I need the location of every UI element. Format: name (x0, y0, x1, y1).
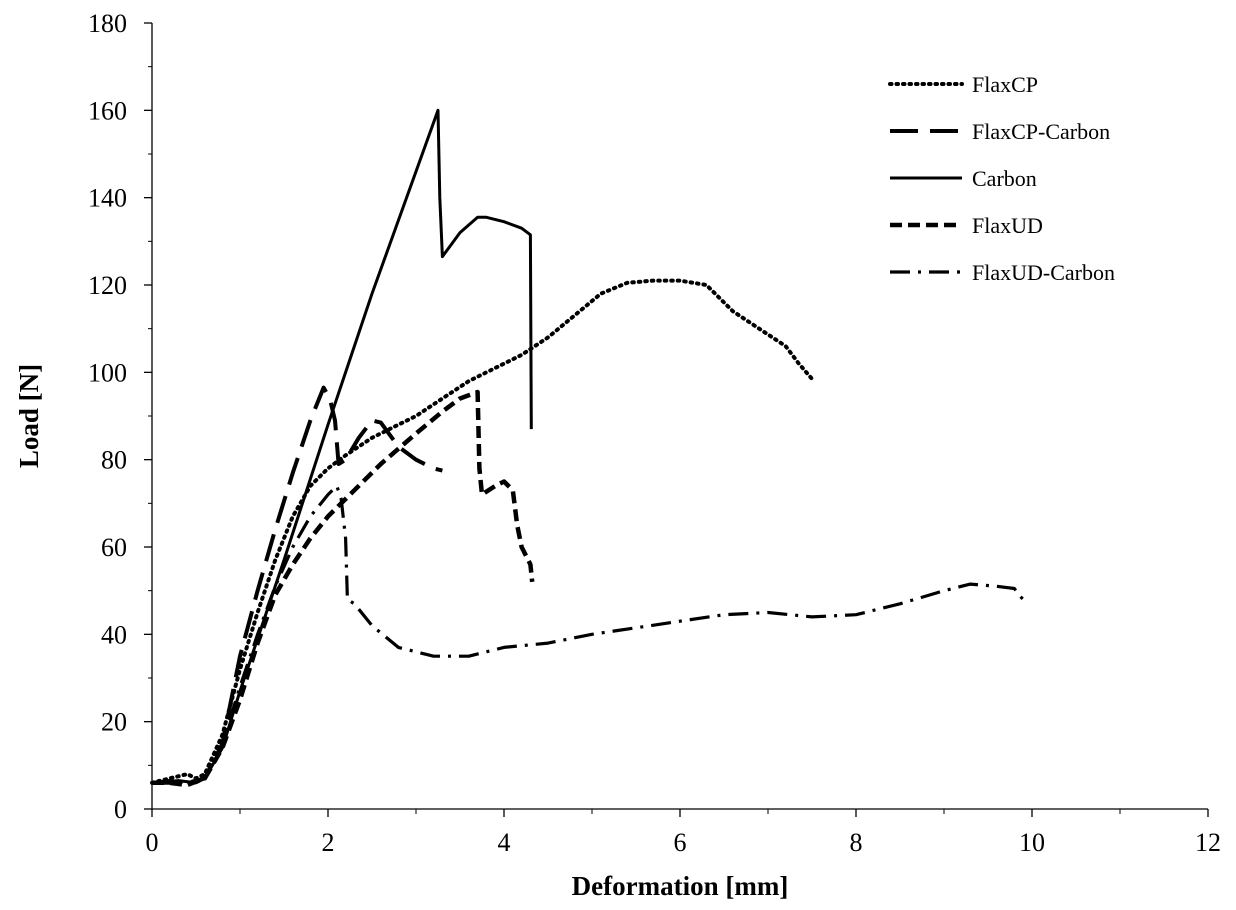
y-tick-label: 100 (88, 358, 127, 387)
x-tick-label: 12 (1195, 828, 1221, 857)
x-tick-label: 0 (146, 828, 159, 857)
series-line-flaxcp-carbon (152, 385, 443, 785)
y-tick-label: 160 (88, 96, 127, 125)
legend-label: FlaxCP-Carbon (972, 119, 1110, 144)
x-tick-label: 6 (674, 828, 687, 857)
y-tick-label: 140 (88, 184, 127, 213)
y-tick-label: 0 (114, 795, 127, 824)
legend-label: Carbon (972, 166, 1037, 191)
series-line-flaxcp (150, 278, 814, 785)
legend-label: FlaxUD (972, 213, 1043, 238)
y-tick-label: 120 (88, 271, 127, 300)
x-axis-title: Deformation [mm] (572, 871, 789, 901)
legend-label: FlaxUD-Carbon (972, 260, 1115, 285)
x-tick-label: 2 (322, 828, 335, 857)
y-tick-label: 80 (101, 446, 127, 475)
x-tick-label: 10 (1019, 828, 1045, 857)
x-tick-label: 8 (850, 828, 863, 857)
y-axis-title: Load [N] (14, 364, 44, 468)
x-tick-label: 4 (498, 828, 511, 857)
plot-area (150, 108, 1025, 788)
legend: FlaxCP FlaxCP-Carbon Carbon FlaxUD FlaxUD-Ca… (888, 72, 1115, 285)
series-line-carbon (151, 108, 533, 785)
y-tick-label: 40 (101, 620, 127, 649)
series-line-flaxud (152, 389, 535, 788)
legend-label: FlaxCP (972, 72, 1038, 97)
ticks: 0 20 40 60 80 100 120 140 160 180 0 2 4 6 8 10 12 (88, 9, 1221, 857)
y-tick-label: 20 (101, 708, 127, 737)
y-tick-label: 180 (88, 9, 127, 38)
series-line-flaxud-carbon (151, 484, 1025, 785)
y-tick-label: 60 (101, 533, 127, 562)
